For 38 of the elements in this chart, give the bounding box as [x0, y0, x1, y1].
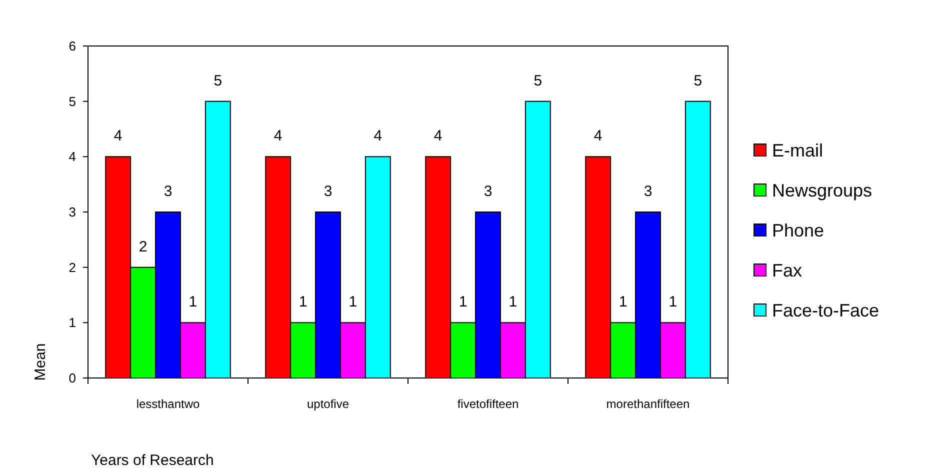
data-label: 1 [618, 294, 628, 311]
legend-label: Phone [772, 220, 824, 240]
data-label: 1 [348, 294, 358, 311]
data-label: 1 [188, 294, 198, 311]
x-axis-title: Years of Research [91, 452, 214, 469]
y-tick-label: 0 [68, 370, 76, 386]
data-label: 1 [298, 294, 308, 311]
data-label: 3 [324, 183, 332, 200]
data-label: 5 [534, 72, 542, 90]
data-label: 5 [214, 72, 222, 90]
x-tick-label: fivetofifteen [457, 397, 519, 411]
data-label: 4 [374, 128, 382, 145]
data-label: 4 [114, 128, 122, 145]
legend-label: Fax [772, 260, 802, 280]
y-tick-label: 5 [68, 94, 76, 109]
y-tick-label: 1 [68, 315, 76, 330]
x-tick-label: uptofive [306, 397, 350, 411]
data-label: 5 [694, 72, 702, 90]
y-tick-label: 4 [68, 149, 76, 164]
data-label: 4 [434, 128, 442, 145]
data-label: 2 [138, 238, 148, 256]
data-label: 3 [164, 183, 172, 200]
data-label: 1 [508, 294, 518, 311]
legend-label: E-mail [772, 140, 824, 160]
y-tick-label: 6 [68, 38, 76, 54]
data-label: 3 [484, 183, 492, 200]
legend-label: Face-to-Face [772, 300, 880, 320]
legend-label: Newsgroups [772, 180, 872, 200]
data-label: 3 [644, 183, 652, 200]
y-tick-label: 2 [68, 260, 76, 275]
data-label: 4 [274, 128, 282, 145]
data-label: 1 [458, 294, 468, 311]
y-axis-title: Mean [32, 343, 49, 381]
x-tick-label: lessthantwo [136, 397, 200, 411]
data-label: 1 [668, 294, 678, 311]
x-tick-label: morethanfifteen [606, 397, 690, 411]
data-label: 4 [594, 128, 602, 145]
y-tick-label: 3 [68, 204, 76, 220]
